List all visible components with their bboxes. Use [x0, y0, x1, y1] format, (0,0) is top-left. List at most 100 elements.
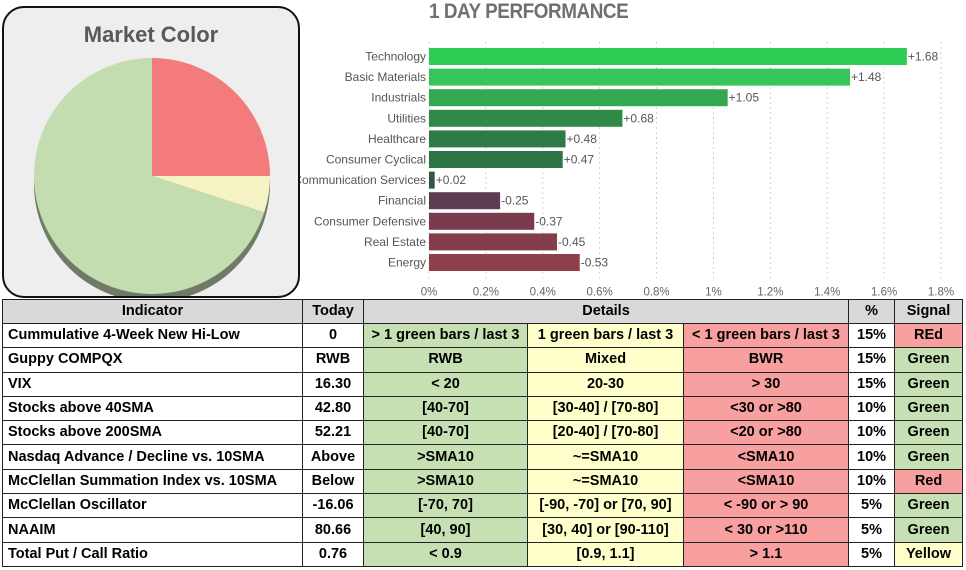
bar	[429, 151, 563, 168]
chart-title: 1 DAY PERFORMANCE	[429, 0, 629, 23]
category-label: Technology	[365, 50, 426, 64]
indicator-name: VIX	[2, 371, 303, 397]
yellow-criteria: [30-40] / [70-80]	[527, 395, 684, 422]
x-tick-label: 1.4%	[814, 287, 840, 298]
bar-value-label: -0.37	[535, 214, 563, 228]
bar	[429, 212, 535, 230]
market-color-panel: Market Color	[2, 6, 300, 298]
yellow-criteria: 1 green bars / last 3	[527, 322, 684, 349]
signal-value: Green	[894, 420, 964, 446]
indicator-name: NAAIM	[2, 517, 303, 543]
today-value: 0.76	[302, 541, 364, 568]
signal-value: Green	[894, 347, 964, 373]
today-value: RWB	[302, 347, 364, 373]
header-indicator: Indicator	[2, 299, 303, 324]
table-row: Stocks above 40SMA 42.80 [40-70] [30-40] / …	[2, 395, 964, 422]
signal-value: Red	[894, 468, 964, 495]
today-value: 80.66	[302, 517, 364, 543]
weight-pct: 15%	[848, 371, 896, 397]
today-value: Above	[302, 444, 364, 470]
signal-value: REd	[894, 322, 964, 349]
red-criteria: > 1.1	[682, 541, 850, 568]
green-criteria: < 20	[363, 371, 528, 397]
table-row: Total Put / Call Ratio 0.76 < 0.9 [0.9, 1.1…	[2, 541, 964, 568]
weight-pct: 5%	[848, 517, 896, 543]
indicator-name: McClellan Oscillator	[2, 493, 303, 519]
signal-value: Yellow	[894, 541, 964, 568]
bar-value-label: -0.25	[501, 194, 529, 208]
x-tick-label: 0.8%	[643, 287, 669, 298]
red-criteria: BWR	[682, 347, 850, 373]
market-color-pie	[34, 58, 270, 296]
table-row: McClellan Oscillator -16.06 [-70, 70] [-90,…	[2, 493, 964, 519]
bar	[429, 109, 623, 127]
bar-value-label: +1.48	[851, 70, 882, 84]
indicator-name: Cummulative 4-Week New Hi-Low	[2, 322, 303, 349]
weight-pct: 10%	[848, 468, 896, 495]
indicator-table-body: Cummulative 4-Week New Hi-Low 0 > 1 green …	[2, 322, 964, 568]
table-row: NAAIM 80.66 [40, 90] [30, 40] or [90-110] < …	[2, 517, 964, 543]
pie-slice-green	[34, 58, 265, 294]
today-value: Below	[302, 468, 364, 495]
x-tick-label: 0.2%	[473, 287, 499, 298]
bar-value-label: -0.45	[558, 235, 586, 249]
yellow-criteria: Mixed	[527, 347, 684, 373]
today-value: 0	[302, 322, 364, 349]
bar	[429, 233, 557, 251]
bar-value-label: +1.68	[908, 50, 939, 64]
weight-pct: 15%	[848, 322, 896, 349]
indicator-name: McClellan Summation Index vs. 10SMA	[2, 468, 303, 495]
red-criteria: <SMA10	[682, 468, 850, 495]
bar	[429, 171, 435, 189]
green-criteria: > 1 green bars / last 3	[363, 322, 528, 349]
yellow-criteria: [20-40] / [70-80]	[527, 420, 684, 446]
green-criteria: >SMA10	[363, 444, 528, 470]
bar	[429, 89, 728, 107]
indicator-name: Stocks above 200SMA	[2, 420, 303, 446]
weight-pct: 10%	[848, 395, 896, 422]
header-today: Today	[302, 299, 364, 324]
bar	[429, 192, 501, 210]
pie-slice-yellow	[152, 176, 270, 213]
category-label: Healthcare	[368, 132, 426, 146]
red-criteria: < -90 or > 90	[682, 493, 850, 519]
market-color-title: Market Color	[83, 22, 219, 47]
weight-pct: 10%	[848, 444, 896, 470]
indicator-name: Stocks above 40SMA	[2, 395, 303, 422]
table-row: VIX 16.30 < 20 20-30 > 30 15% Green	[2, 371, 964, 397]
green-criteria: [40, 90]	[363, 517, 528, 543]
x-tick-label: 0.4%	[530, 287, 556, 298]
bar-value-label: +0.68	[623, 111, 654, 125]
bar	[429, 254, 580, 271]
table-row: McClellan Summation Index vs. 10SMA Below…	[2, 468, 964, 495]
green-criteria: >SMA10	[363, 468, 528, 495]
category-label: Consumer Defensive	[314, 214, 426, 228]
green-criteria: RWB	[363, 347, 528, 373]
red-criteria: <20 or >80	[682, 420, 850, 446]
today-value: 16.30	[302, 371, 364, 397]
category-label: Industrials	[371, 91, 426, 105]
green-criteria: [40-70]	[363, 420, 528, 446]
bar	[429, 130, 566, 148]
green-criteria: < 0.9	[363, 541, 528, 568]
weight-pct: 5%	[848, 493, 896, 519]
bar	[429, 68, 850, 86]
category-label: Utilities	[387, 111, 426, 125]
indicator-name: Total Put / Call Ratio	[2, 541, 303, 568]
bar-value-label: +0.48	[567, 132, 598, 146]
yellow-criteria: [30, 40] or [90-110]	[527, 517, 684, 543]
bar	[429, 48, 907, 65]
table-row: Cummulative 4-Week New Hi-Low 0 > 1 green …	[2, 322, 964, 349]
yellow-criteria: ~=SMA10	[527, 468, 684, 495]
yellow-criteria: ~=SMA10	[527, 444, 684, 470]
red-criteria: < 30 or >110	[682, 517, 850, 543]
weight-pct: 15%	[848, 347, 896, 373]
x-tick-label: 0.6%	[587, 287, 613, 298]
green-criteria: [-70, 70]	[363, 493, 528, 519]
today-value: 42.80	[302, 395, 364, 422]
bar-value-label: -0.53	[581, 256, 609, 270]
signal-value: Green	[894, 444, 964, 470]
signal-value: Green	[894, 493, 964, 519]
indicator-name: Nasdaq Advance / Decline vs. 10SMA	[2, 444, 303, 470]
yellow-criteria: [0.9, 1.1]	[527, 541, 684, 568]
